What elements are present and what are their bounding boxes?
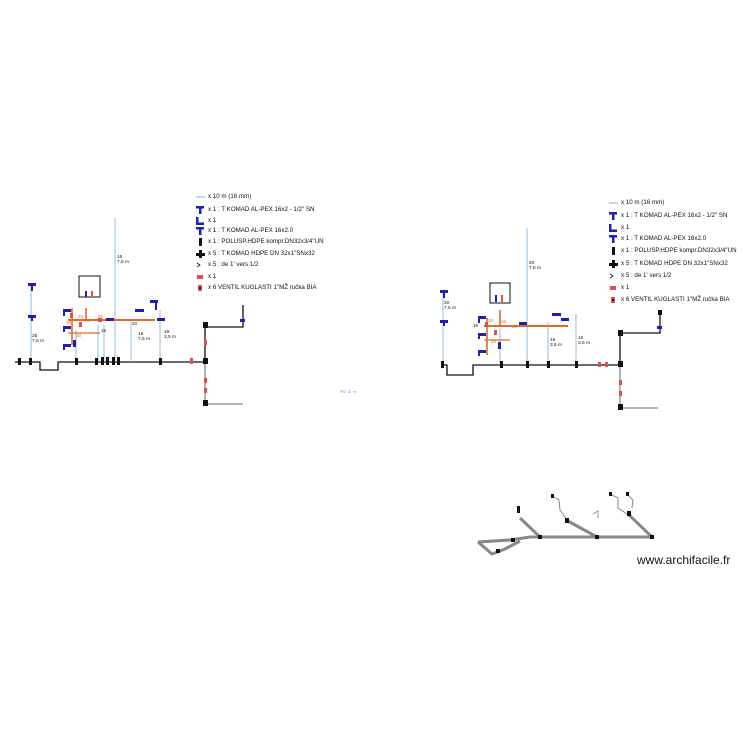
iso-riser-3 <box>626 493 634 509</box>
pex-pipe-line-icon <box>196 193 205 205</box>
seg-16-b: 16 <box>501 319 507 324</box>
legend-label: x 1 <box>208 273 217 280</box>
legend-label: x 1 <box>621 224 630 231</box>
dim-7-5m-mid: 7,5 m <box>138 336 150 342</box>
valve-small-icon <box>196 273 205 285</box>
valve-small-icon <box>609 284 618 296</box>
seg-25-a: 25 <box>66 320 72 325</box>
dim-3-5m-mid: 3,5 m <box>550 342 562 348</box>
dim-20-top: 20 <box>529 260 535 266</box>
legend-label: x 5 : T KOMAD HDPE DN 32x1"SNx32 <box>208 250 315 257</box>
dim-16-mid: 16 <box>138 331 144 337</box>
dim-16-mid: 16 <box>550 337 556 343</box>
tee-fitting-icon <box>196 227 205 239</box>
dim-7-5m-left: 7,5 m <box>444 305 456 311</box>
legend-label: x 1 : POLUSP.HDPE kompr.DN32x3/4"UN <box>621 247 737 254</box>
seg-20-b: 20 <box>85 318 91 323</box>
iso-branch-2 <box>565 518 598 539</box>
black-fittings-left <box>18 322 208 406</box>
seg-20-b: 20 <box>512 324 518 329</box>
small-note-left: PEX 16 · m <box>340 390 357 394</box>
iso-riser-2 <box>609 493 628 515</box>
seg-25-c: 25 <box>78 314 84 319</box>
pex-pipe-line-icon <box>609 199 618 211</box>
iso-black-joints <box>496 492 654 553</box>
blue-fittings-right <box>440 290 662 356</box>
iso-pipe-sketch <box>477 492 654 556</box>
valves-left <box>70 313 207 393</box>
iso-small-mark <box>592 510 599 518</box>
boiler-box-right <box>489 282 511 304</box>
tee-fitting-icon <box>196 206 205 218</box>
box-fitting-2 <box>91 291 93 297</box>
iso-branch-3 <box>626 512 654 539</box>
dim-3-5m-right: 3,5 m <box>578 340 590 346</box>
legend-label: x 5 : de 1' vers 1/2 <box>208 261 259 268</box>
drop-pipe-left <box>204 362 243 405</box>
main-pipe-right <box>443 364 620 376</box>
coupling-icon <box>609 247 618 259</box>
dim-16-right: 16 <box>578 335 584 341</box>
boiler-box-left <box>78 275 101 298</box>
watermark[interactable]: www.archifacile.fr <box>637 553 731 567</box>
seg-20-c: 20 <box>132 321 138 326</box>
box-fitting-1 <box>85 291 87 297</box>
legend-label: x 10 m (16 mm) <box>621 199 665 206</box>
reducer-icon <box>196 261 205 273</box>
ball-valve-icon <box>196 284 205 296</box>
seg-20-a: 20 <box>76 333 82 338</box>
dim-3-5m: 3,5 m <box>164 334 176 340</box>
legend-right: x 10 m (16 mm) x 1 : T KOMAD AL-PEX 16x2… <box>609 198 749 310</box>
elbow-fitting-icon <box>196 217 205 229</box>
riser-pipe-left <box>204 305 244 362</box>
box-fitting-r1 <box>495 295 497 302</box>
valves-right <box>485 322 622 396</box>
left-plan: 16 7,5 m 25 7,5 m 16 7,5 m 16 3,5 m 25 2… <box>15 218 357 406</box>
reducer-icon <box>609 272 618 284</box>
iso-main-grey <box>477 535 652 544</box>
hdpe-tee-icon <box>196 250 205 262</box>
riser-pipe-right <box>619 312 661 365</box>
iso-riser-1 <box>551 495 568 521</box>
legend-label: x 1 <box>208 217 217 224</box>
seg-16: 16 <box>101 328 107 333</box>
iso-branch-1 <box>518 516 542 539</box>
dim-7-5m-left: 7,5 m <box>32 338 44 344</box>
legend-label: x 6 VENTIL KUGLASTI 1"MŽ ručka BIA <box>621 296 730 303</box>
ball-valve-icon <box>609 296 618 308</box>
dim-25: 25 <box>32 333 38 339</box>
right-plan: 20 7,5 m 20 7,5 m 16 3,5 m 16 3,5 m 16 2… <box>440 228 662 410</box>
legend-label: x 1 <box>621 284 630 291</box>
elbow-fitting-icon <box>609 224 618 236</box>
legend-label: x 1 : T KOMAD AL-PEX 16x2.0 <box>621 235 707 242</box>
black-fittings-right <box>441 310 662 410</box>
legend-label: x 1 : T KOMAD AL-PEX 16x2 - 1/2" SN <box>208 206 315 213</box>
tee-fitting-icon <box>609 235 618 247</box>
seg-20-a: 20 <box>491 339 497 344</box>
legend-label: x 10 m (16 mm) <box>208 193 252 200</box>
legend-label: x 6 VENTIL KUGLASTI 1"MŽ ručka BIA <box>208 284 317 291</box>
legend-label: x 1 : T KOMAD AL-PEX 16x2 - 1/2" SN <box>621 212 728 219</box>
dim-16-right: 16 <box>164 329 170 335</box>
dim-7-5m-top: 7,5 m <box>117 259 129 265</box>
seg-25-b: 25 <box>98 314 104 319</box>
legend-label: x 1 : T KOMAD AL-PEX 16x2.0 <box>208 227 294 234</box>
legend-label: x 5 : de 1' vers 1/2 <box>621 272 672 279</box>
dim-20-left: 20 <box>444 300 450 306</box>
blue-fittings-left <box>28 283 245 350</box>
hdpe-tee-icon <box>609 260 618 272</box>
legend-left: x 10 m (16 mm) x 1 : T KOMAD AL-PEX 16x2… <box>196 192 376 302</box>
dim-7-5m-top: 7,5 m <box>529 265 541 271</box>
main-pipe-left <box>15 361 205 371</box>
seg-16-a: 16 <box>473 323 479 328</box>
legend-label: x 5 : T KOMAD HDPE DN 32x1"SNx32 <box>621 260 728 267</box>
box-fitting-r2 <box>501 295 503 302</box>
seg-20-c: 20 <box>488 318 494 323</box>
drop-pipe-right <box>619 365 658 409</box>
dim-16-top: 16 <box>117 254 123 260</box>
legend-label: x 1 : POLUSP.HDPE kompr.DN32x3/4"UN <box>208 238 324 245</box>
tee-fitting-icon <box>609 212 618 224</box>
coupling-icon <box>196 238 205 250</box>
